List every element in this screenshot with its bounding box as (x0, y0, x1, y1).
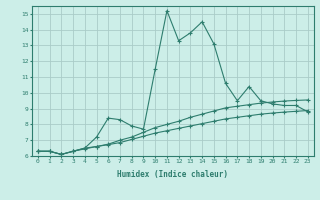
X-axis label: Humidex (Indice chaleur): Humidex (Indice chaleur) (117, 170, 228, 179)
